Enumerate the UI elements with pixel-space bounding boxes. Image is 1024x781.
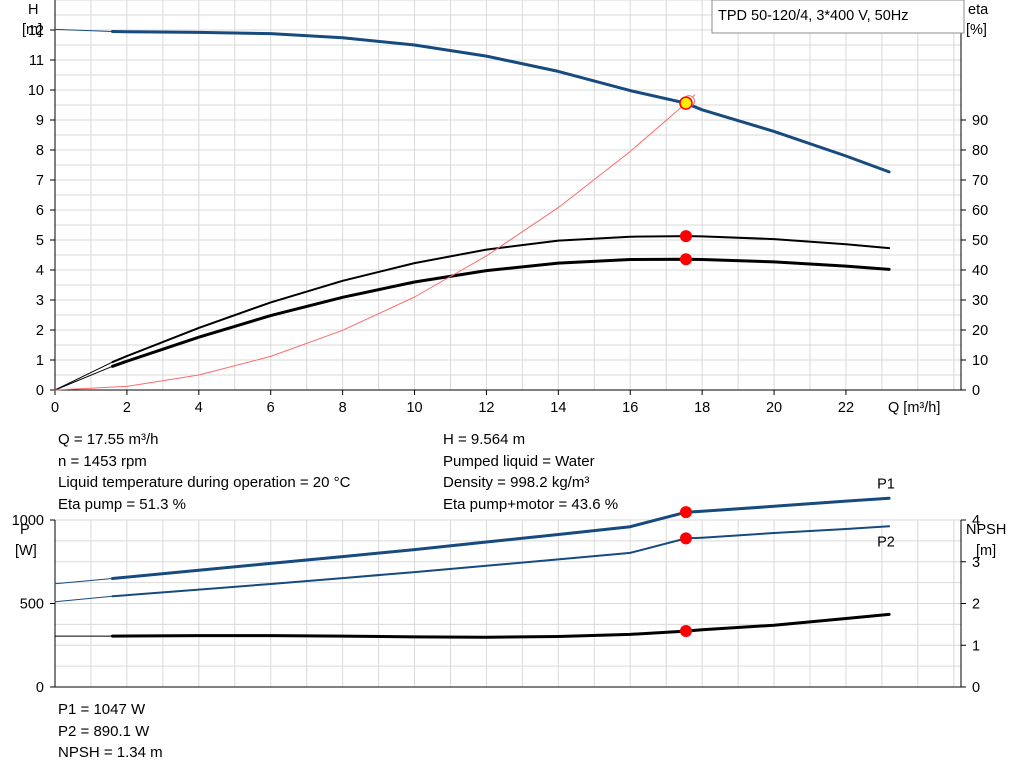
info-eta-pump: Eta pump = 51.3 %	[58, 495, 186, 513]
y-tick-label: 10	[28, 83, 44, 99]
npsh-axis-label: NPSH	[966, 522, 1006, 538]
x-axis-label: Q [m³/h]	[888, 400, 940, 416]
info-eta-pump-motor: Eta pump+motor = 43.6 %	[443, 495, 619, 513]
y-tick-label: 7	[36, 173, 44, 189]
y-tick-label: 5	[36, 233, 44, 249]
y2-tick-label: 20	[972, 323, 988, 339]
x-tick-label: 6	[267, 400, 275, 416]
info-top-left: Q = 17.55 m³/h n = 1453 rpm Liquid tempe…	[58, 429, 350, 515]
p-axis-unit: [W]	[15, 543, 37, 559]
info-flow: Q = 17.55 m³/h	[58, 431, 159, 448]
y-tick-label: 8	[36, 143, 44, 159]
series-p2-ext	[54, 595, 113, 603]
info-speed: n = 1453 rpm	[58, 452, 147, 470]
series-system-curve	[54, 94, 696, 391]
x-tick-label: 22	[838, 400, 854, 416]
y2-tick-label: 70	[972, 173, 988, 189]
npsh-tick-label: 1	[972, 638, 980, 654]
y-tick-label: 12	[28, 23, 44, 39]
operating-point-marker	[679, 96, 693, 110]
y2-tick-label: 80	[972, 143, 988, 159]
series-eta-pump-motor-ext	[54, 365, 113, 391]
y2-axis-unit: [%]	[966, 22, 987, 38]
p-tick-label: 1000	[12, 513, 44, 529]
markers	[679, 95, 695, 638]
series-h-ext	[54, 28, 113, 32]
npsh-tick-label: 0	[972, 680, 980, 696]
info-top-right: H = 9.564 m Pumped liquid = Water Densit…	[443, 429, 618, 515]
npsh-tick-label: 3	[972, 555, 980, 571]
series-p1-ext	[54, 578, 113, 585]
duty-point-marker	[679, 532, 692, 545]
y2-tick-label: 50	[972, 233, 988, 249]
npsh-tick-label: 4	[972, 513, 980, 529]
x-tick-label: 0	[51, 400, 59, 416]
duty-point-marker	[679, 625, 692, 638]
npsh-tick-label: 2	[972, 597, 980, 613]
p-tick-label: 500	[20, 597, 44, 613]
y-tick-label: 9	[36, 113, 44, 129]
series-label-p1: P1	[877, 476, 895, 492]
axes	[50, 0, 966, 688]
y-axis-label: H	[28, 2, 38, 18]
y2-tick-label: 60	[972, 203, 988, 219]
y-tick-label: 6	[36, 203, 44, 219]
x-tick-label: 16	[622, 400, 638, 416]
y-tick-label: 11	[29, 53, 44, 69]
series-h	[111, 30, 891, 174]
x-tick-label: 12	[478, 400, 494, 416]
duty-point-marker	[679, 506, 692, 519]
y-tick-label: 3	[36, 293, 44, 309]
y2-tick-label: 10	[972, 353, 988, 369]
info-density: Density = 998.2 kg/m³	[443, 474, 590, 491]
y2-axis-label: eta	[968, 2, 989, 18]
info-p2: P2 = 890.1 W	[58, 722, 150, 740]
y2-tick-label: 40	[972, 263, 988, 279]
bottom-grid	[55, 519, 961, 687]
info-liquid-temperature: Liquid temperature during operation = 20…	[58, 474, 351, 491]
series-p2	[111, 525, 891, 598]
series-npsh	[111, 612, 891, 639]
x-tick-label: 8	[339, 400, 347, 416]
y-tick-label: 0	[36, 383, 44, 399]
y2-tick-label: 90	[972, 113, 988, 129]
legend-text: TPD 50-120/4, 3*400 V, 50Hz	[718, 8, 909, 24]
duty-point-marker	[679, 253, 692, 266]
x-tick-label: 14	[550, 400, 566, 416]
duty-point-marker	[679, 230, 692, 243]
info-bottom: P1 = 1047 W P2 = 890.1 W NPSH = 1.34 m	[58, 699, 163, 764]
series	[54, 28, 891, 639]
info-head: H = 9.564 m	[443, 431, 526, 448]
series-eta-pump-motor	[111, 257, 891, 368]
y2-tick-label: 30	[972, 293, 988, 309]
y-tick-label: 2	[36, 323, 44, 339]
series-p1	[111, 496, 891, 580]
x-tick-label: 2	[123, 400, 131, 416]
x-tick-label: 10	[406, 400, 422, 416]
p-axis-label: P	[20, 522, 30, 538]
x-tick-label: 20	[766, 400, 782, 416]
x-tick-label: 18	[694, 400, 710, 416]
legend-box: TPD 50-120/4, 3*400 V, 50Hz	[711, 0, 965, 34]
series-eta-pump-ext	[54, 361, 113, 391]
y2-tick-label: 0	[972, 383, 980, 399]
info-npsh: NPSH = 1.34 m	[58, 744, 163, 761]
npsh-axis-unit: [m]	[976, 543, 996, 559]
info-pumped-liquid: Pumped liquid = Water	[443, 452, 595, 470]
top-grid	[55, 0, 961, 390]
y-axis-unit: [m]	[22, 22, 42, 38]
series-label-p2: P2	[877, 534, 895, 550]
info-p1: P1 = 1047 W	[58, 701, 146, 718]
x-tick-label: 4	[195, 400, 203, 416]
series-eta-pump	[111, 235, 891, 364]
y-tick-label: 1	[36, 353, 44, 369]
p-tick-label: 0	[36, 680, 44, 696]
y-tick-label: 4	[36, 263, 44, 279]
